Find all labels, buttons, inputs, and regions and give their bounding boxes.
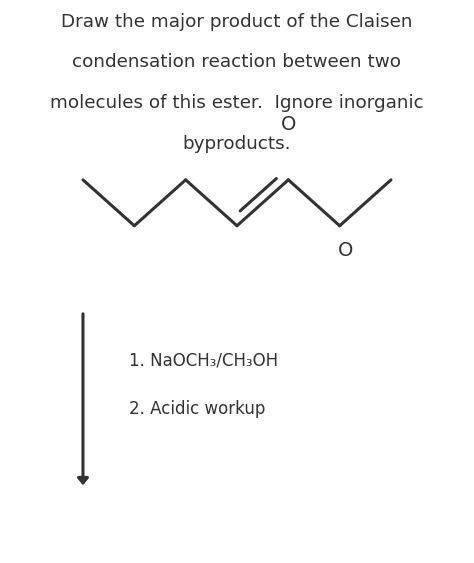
Text: condensation reaction between two: condensation reaction between two <box>73 53 401 72</box>
Text: O: O <box>338 241 354 260</box>
Text: O: O <box>281 115 296 133</box>
Text: byproducts.: byproducts. <box>183 135 291 153</box>
Text: 1. NaOCH₃/CH₃OH: 1. NaOCH₃/CH₃OH <box>129 351 278 369</box>
Text: molecules of this ester.  Ignore inorganic: molecules of this ester. Ignore inorgani… <box>50 94 424 112</box>
Text: Draw the major product of the Claisen: Draw the major product of the Claisen <box>61 12 413 30</box>
Text: 2. Acidic workup: 2. Acidic workup <box>129 400 265 418</box>
